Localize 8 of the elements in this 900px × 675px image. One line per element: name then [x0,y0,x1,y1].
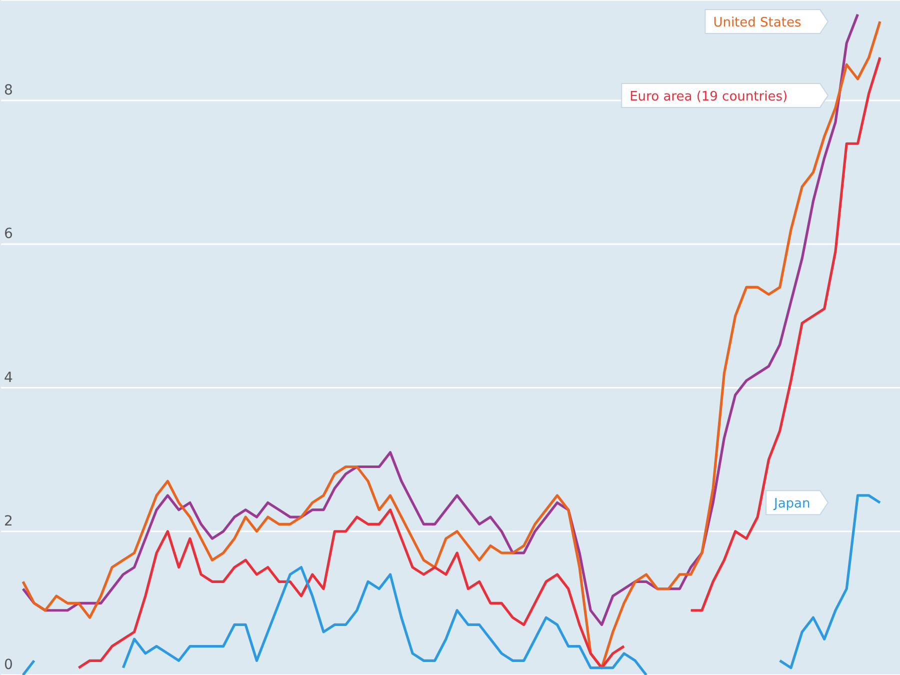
text: Japan [773,496,810,512]
y-tick-label: 6 [4,226,13,242]
y-tick-label: 2 [4,513,13,530]
text: United States [713,16,802,31]
y-tick-label: 8 [4,82,13,99]
text: Euro area (19 countries) [630,89,788,104]
y-tick-label: 0 [4,657,13,673]
y-tick-label: 4 [4,370,13,386]
